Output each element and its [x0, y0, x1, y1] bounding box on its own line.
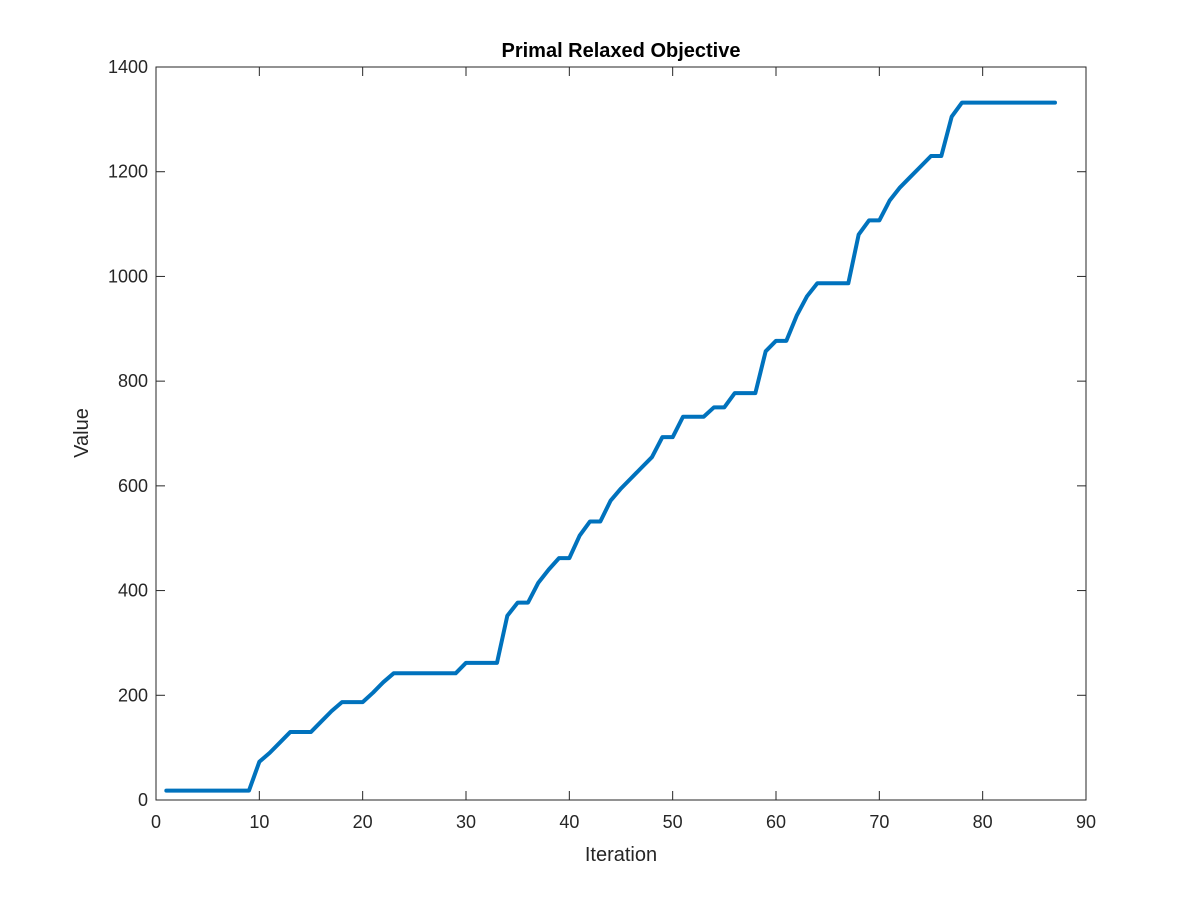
y-tick-label: 1000: [108, 266, 148, 286]
y-axis-label: Value: [71, 408, 93, 458]
ticks-layer: 0 10 20 30 40 50 60 70 80 90 0 200 400 600 800 1000 1200…: [108, 57, 1096, 832]
y-tick-label: 800: [118, 371, 148, 391]
x-tick-label: 80: [973, 812, 993, 832]
y-tick-label: 1200: [108, 162, 148, 182]
axes-box: [155, 66, 1087, 801]
y-tick-label: 1400: [108, 57, 148, 77]
x-tick-label: 30: [456, 812, 476, 832]
x-tick-label: 0: [151, 812, 161, 832]
x-tick-label: 40: [559, 812, 579, 832]
series-line: [164, 100, 1057, 793]
x-tick-label: 10: [249, 812, 269, 832]
x-tick-label: 50: [663, 812, 683, 832]
y-tick-label: 600: [118, 476, 148, 496]
plot-area: [156, 67, 1086, 800]
y-tick-label: 200: [118, 685, 148, 705]
x-tick-label: 20: [353, 812, 373, 832]
x-tick-label: 60: [766, 812, 786, 832]
x-axis-label: Iteration: [585, 844, 657, 866]
x-tick-label: 70: [869, 812, 889, 832]
chart-title: Primal Relaxed Objective: [501, 40, 740, 62]
y-tick-label: 0: [138, 790, 148, 810]
x-tick-label: 90: [1076, 812, 1096, 832]
y-tick-label: 400: [118, 581, 148, 601]
